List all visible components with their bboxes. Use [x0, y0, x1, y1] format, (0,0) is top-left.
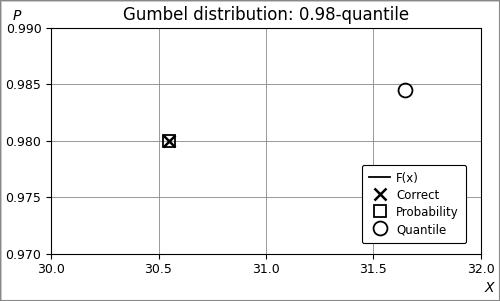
- Text: X: X: [485, 281, 494, 295]
- Text: P: P: [12, 9, 21, 23]
- Legend: F(x), Correct, Probability, Quantile: F(x), Correct, Probability, Quantile: [362, 165, 466, 243]
- Title: Gumbel distribution: 0.98-quantile: Gumbel distribution: 0.98-quantile: [123, 5, 409, 23]
